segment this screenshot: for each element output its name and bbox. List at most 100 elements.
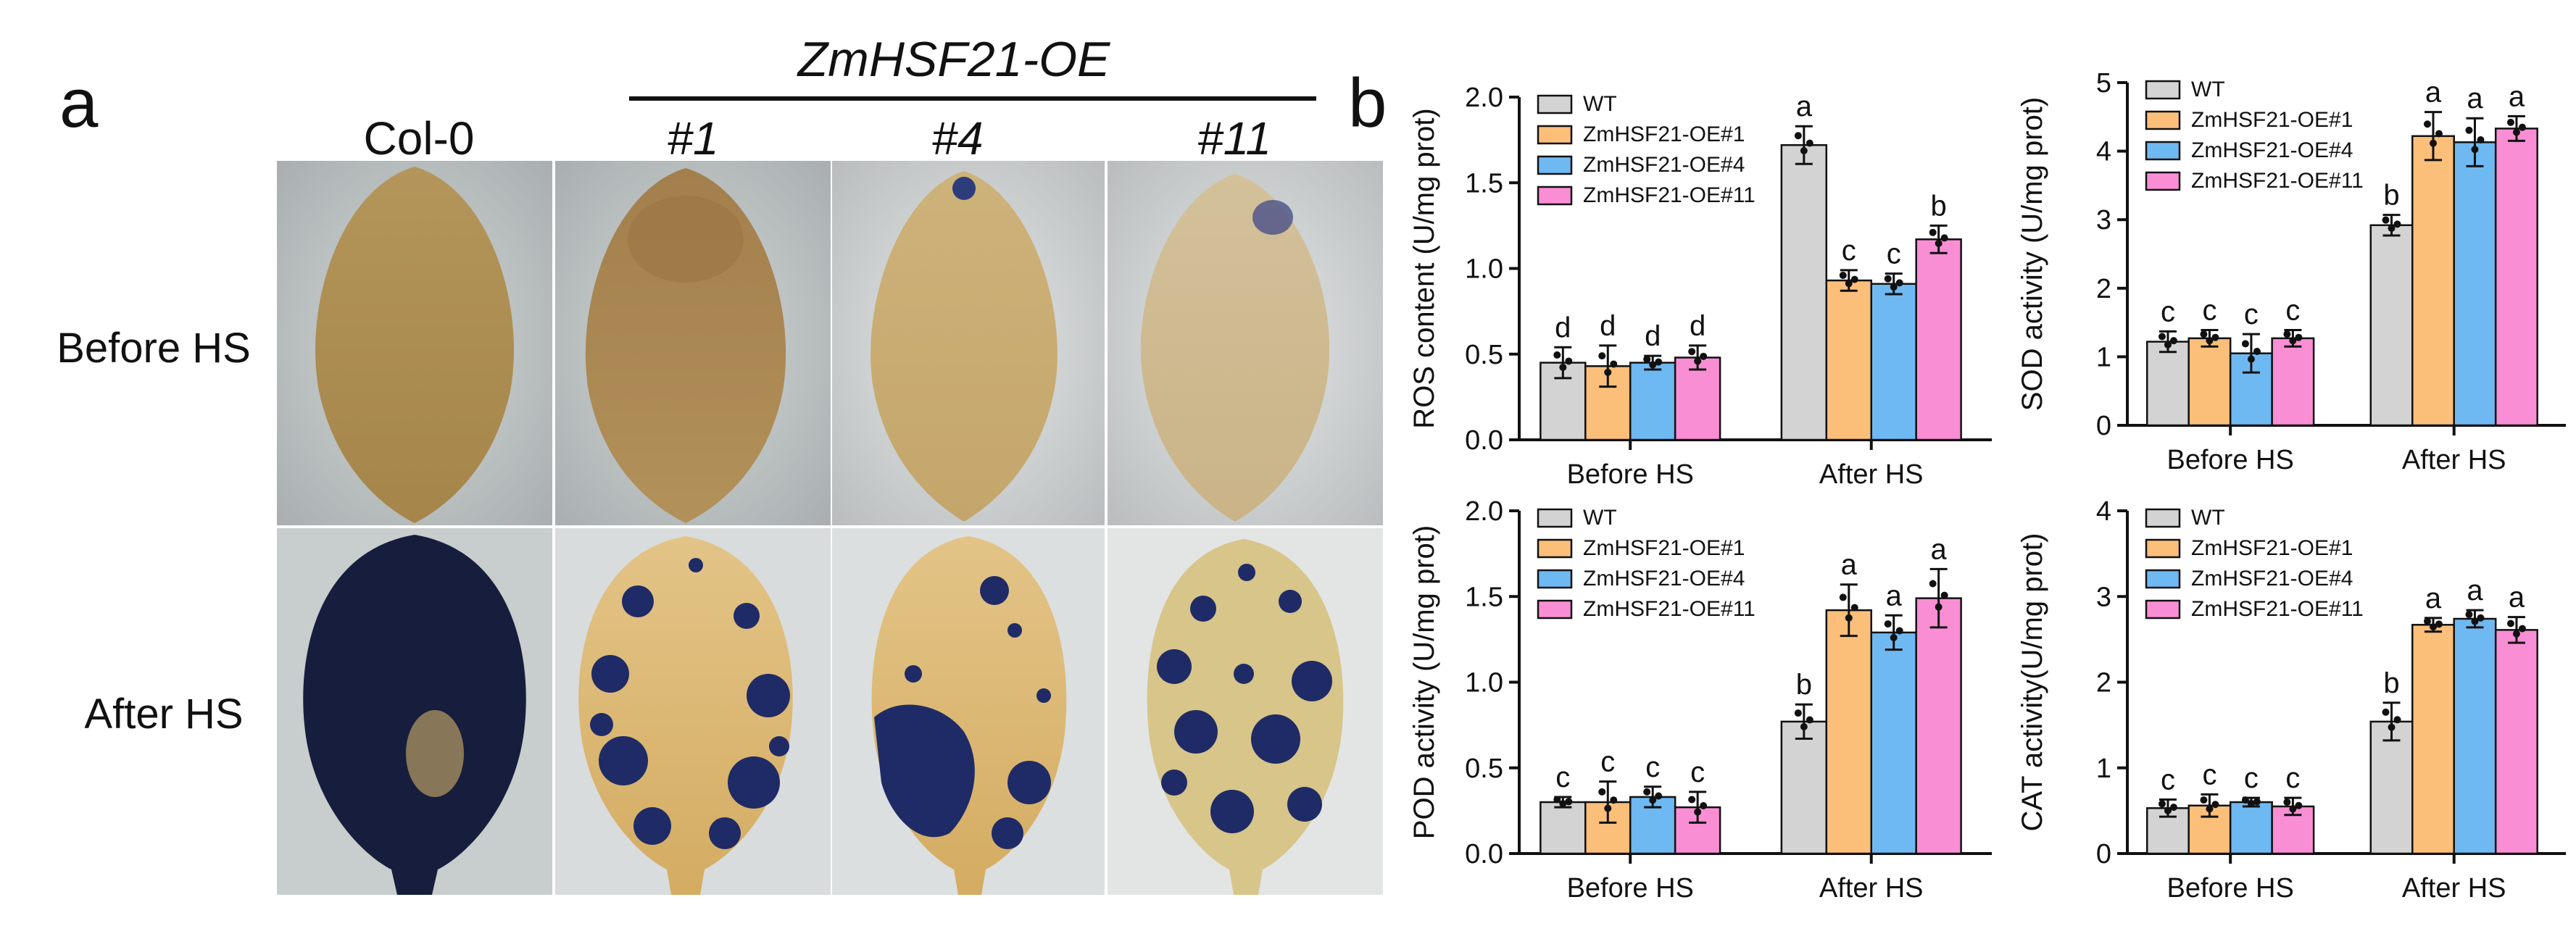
significance-letter: c: [1645, 751, 1660, 783]
data-point: [2506, 620, 2514, 627]
data-point: [1884, 620, 1892, 628]
bar: [1629, 362, 1677, 441]
data-point: [2289, 337, 2297, 345]
column-label-11: #11: [1197, 112, 1271, 164]
y-axis-title: SOD activity (U/mg prot): [2016, 97, 2048, 411]
data-point: [2169, 804, 2177, 812]
data-point: [1850, 275, 1858, 283]
leaf-before-11: [1140, 174, 1330, 522]
x-tick-label: Before HS: [2167, 873, 2294, 904]
bar: [1825, 279, 1872, 441]
y-tick-label: 2: [2096, 274, 2111, 304]
column-label-4: #4: [931, 112, 983, 164]
significance-letter: c: [2202, 295, 2216, 327]
data-point: [1649, 796, 1657, 804]
leaf-before-11-spot: [1252, 200, 1293, 235]
x-tick-label: After HS: [1819, 873, 1924, 904]
y-tick-label: 3: [2096, 205, 2111, 235]
data-point: [2158, 333, 2166, 341]
legend-label: WT: [2191, 78, 2225, 101]
bar: [1915, 597, 1962, 855]
data-point: [2518, 625, 2526, 633]
data-point: [2206, 337, 2214, 345]
data-point: [2382, 216, 2390, 224]
data-point: [1794, 132, 1802, 140]
y-axis-title: POD activity (U/mg prot): [1408, 525, 1440, 839]
bar: [1825, 609, 1872, 855]
data-point: [2247, 355, 2255, 363]
leaf-before-1-shade: [628, 196, 744, 283]
column-label-1: #1: [667, 112, 718, 164]
legend-swatch: [2145, 599, 2181, 620]
y-tick-label: 1: [2096, 342, 2111, 372]
data-point: [2164, 806, 2172, 814]
x-tick-label: After HS: [2402, 873, 2506, 904]
data-point: [2465, 126, 2473, 134]
data-point: [1694, 808, 1702, 816]
data-point: [1559, 363, 1567, 371]
legend-swatch: [1537, 94, 1573, 114]
bar: [1780, 143, 1828, 441]
data-point: [1655, 792, 1663, 800]
data-point: [1806, 139, 1813, 147]
data-point: [1655, 358, 1663, 366]
data-point: [1559, 800, 1567, 808]
y-tick-label: 1.5: [1465, 168, 1503, 199]
y-tick-label: 1.5: [1465, 582, 1503, 612]
legend-label: ZmHSF21-OE#1: [2191, 536, 2353, 560]
data-point: [1935, 239, 1943, 247]
data-point: [1806, 716, 1813, 724]
significance-letter: c: [2202, 759, 2216, 791]
significance-letter: d: [1645, 320, 1661, 352]
leaf-before-1: [585, 168, 786, 523]
legend-swatch: [2145, 80, 2181, 100]
data-point: [1940, 234, 1948, 242]
data-point: [2247, 799, 2255, 807]
row-label-after-hs: After HS: [84, 691, 243, 738]
data-point: [2169, 337, 2177, 345]
legend-swatch: [2145, 569, 2181, 589]
data-point: [1845, 280, 1853, 288]
y-tick-label: 2.0: [1465, 496, 1503, 527]
leaf-after-col0: [303, 535, 526, 895]
y-tick-label: 1: [2096, 754, 2111, 784]
y-tick-label: 1.0: [1465, 254, 1503, 285]
data-point: [2429, 623, 2437, 631]
chart-3: 0.0 0.5 1.0 1.5 2.0 POD activity (U/mg prot) B…: [1408, 496, 1992, 904]
bar: [2494, 629, 2538, 855]
y-tick-label: 3: [2096, 582, 2111, 612]
data-point: [1800, 147, 1808, 155]
data-point: [2471, 617, 2479, 625]
data-point: [2477, 135, 2485, 143]
data-point: [1604, 804, 1612, 812]
significance-letter: c: [1600, 746, 1615, 778]
legend-swatch: [1537, 508, 1573, 528]
data-point: [1929, 228, 1937, 236]
data-point: [1800, 722, 1808, 730]
significance-letter: c: [1555, 762, 1570, 793]
y-tick-label: 4: [2096, 496, 2111, 527]
bar: [2453, 141, 2497, 427]
data-point: [1940, 591, 1948, 599]
y-tick-label: 2: [2096, 668, 2111, 698]
data-point: [2471, 146, 2479, 154]
data-point: [2506, 118, 2514, 126]
leaf-photo-grid: [277, 161, 1383, 895]
y-tick-label: 0: [2096, 839, 2111, 869]
leaf-after-4-spots: [874, 576, 1051, 849]
y-tick-label: 0.5: [1465, 340, 1503, 370]
data-point: [2241, 340, 2249, 348]
data-point: [1935, 603, 1943, 611]
data-point: [1694, 357, 1702, 365]
data-point: [2289, 805, 2297, 813]
leaf-after-11-spots: [1157, 564, 1332, 833]
charts-group: 0.0 0.5 1.0 1.5 2.0 ROS content (U/mg prot) Be…: [1408, 68, 2566, 904]
data-point: [2393, 716, 2401, 724]
legend-swatch: [1537, 538, 1573, 559]
bar: [2494, 128, 2538, 427]
bar: [1870, 631, 1917, 855]
data-point: [1643, 788, 1651, 796]
data-point: [1890, 283, 1898, 291]
legend-swatch: [2145, 171, 2181, 191]
